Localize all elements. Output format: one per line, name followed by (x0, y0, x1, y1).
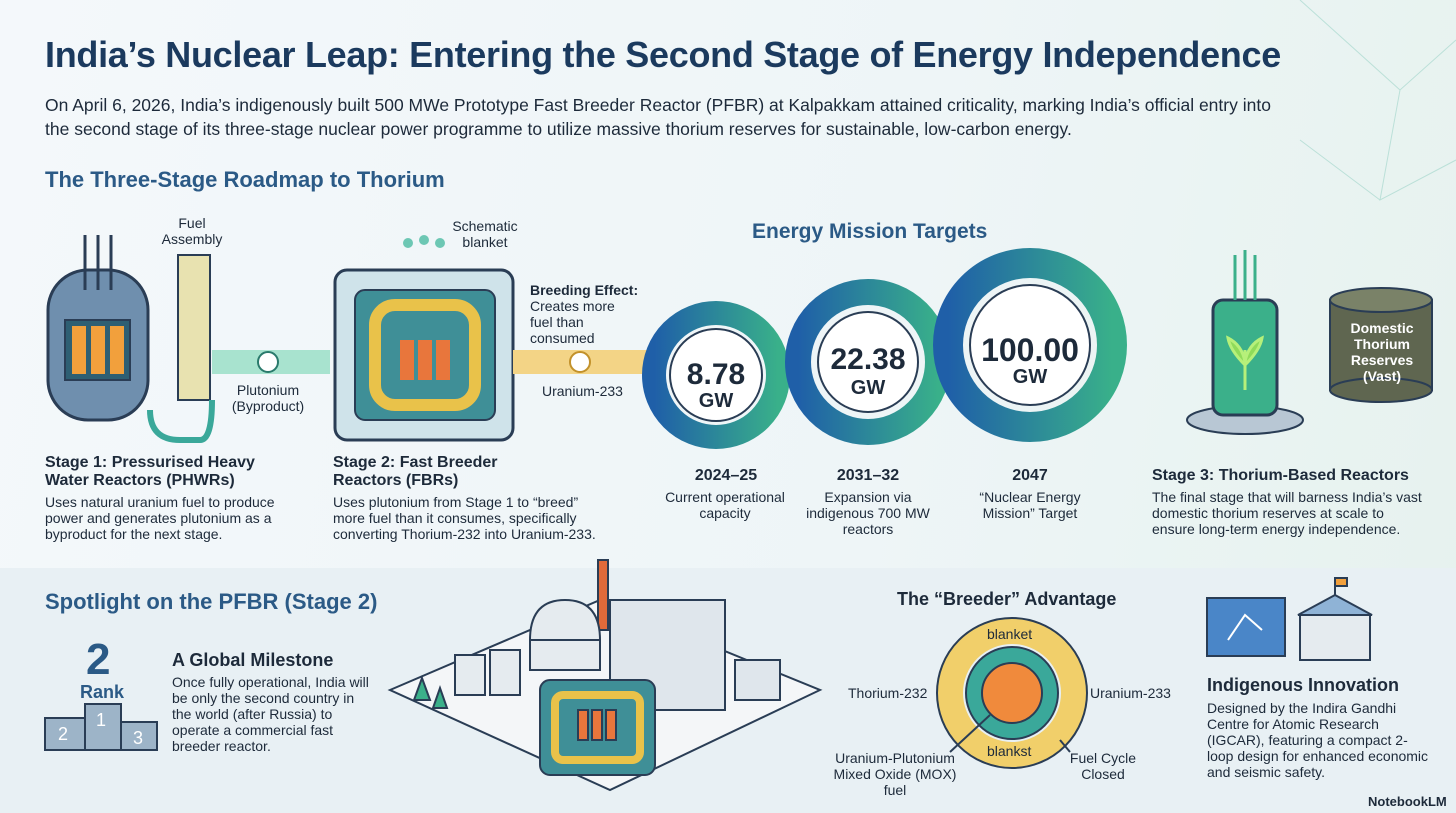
plant-illustration (387, 559, 823, 792)
rank-number: 2 (86, 635, 111, 684)
breeder-heading: The “Breeder” Advantage (897, 589, 1117, 609)
fuel-label: Fuel Assembly (161, 215, 223, 248)
blanket-top: blanket (987, 626, 1033, 642)
roadmap-heading: The Three-Stage Roadmap to Thorium (45, 167, 445, 192)
target-year: 2047 (1012, 467, 1048, 484)
podium (44, 703, 158, 751)
target-value: 8.78 (686, 358, 746, 391)
target-value: 22.38 (830, 343, 906, 376)
u233-label: Uranium-233 (542, 383, 623, 399)
intro: On April 6, 2026, India’s indigenously b… (45, 95, 1271, 139)
spotlight-heading: Spotlight on the PFBR (Stage 2) (45, 589, 378, 614)
u233-bottom-label: Uranium-233 (1090, 685, 1171, 701)
target-year: 2024–25 (694, 467, 758, 484)
podium-label: 1 (96, 710, 107, 730)
target-value: 100.00 (981, 332, 1079, 368)
stage3-reactor (1186, 250, 1433, 435)
target-unit: GW (1012, 366, 1048, 388)
stage3-title: Stage 3: Thorium-Based Reactors (1152, 467, 1409, 484)
innovation-title: Indigenous Innovation (1207, 675, 1399, 695)
innovation-text: Designed by the Indira Gandhi Centre for… (1207, 700, 1429, 781)
breeding-text: Creates more fuel than consumed (530, 298, 615, 347)
target-desc: “Nuclear Energy Mission” Target (979, 489, 1081, 522)
breeding-title: Breeding Effect: (530, 282, 639, 298)
innovation-icons (1206, 577, 1373, 661)
fuel-cycle-label: Fuel Cycle Closed (1069, 750, 1137, 783)
target-unit: GW (698, 390, 734, 412)
stage1-reactor (46, 235, 330, 443)
thorium-label: Thorium-232 (848, 685, 928, 701)
milestone-title: A Global Milestone (172, 650, 334, 670)
blanket-bottom: blankst (987, 743, 1032, 759)
stage2-reactor (333, 235, 648, 442)
rank-label: Rank (80, 682, 125, 702)
stage2-title: Stage 2: Fast Breeder Reactors (FBRs) (333, 454, 498, 490)
breeder-diagram (936, 617, 1088, 769)
title: India’s Nuclear Leap: Entering the Secon… (45, 34, 1281, 75)
stage2-desc: Uses plutonium from Stage 1 to “breed” m… (333, 494, 596, 543)
plutonium-label: Plutonium (Byproduct) (231, 382, 305, 415)
decor-lines (1299, 0, 1456, 201)
targets-heading: Energy Mission Targets (752, 220, 988, 243)
podium-label: 3 (133, 728, 144, 748)
mox-label: Uranium-Plutonium Mixed Oxide (MOX) fuel (833, 750, 957, 799)
target-desc: Current operational capacity (665, 489, 785, 522)
stage1-title: Stage 1: Pressurised Heavy Water Reactor… (45, 454, 255, 490)
brand: NotebookLM (1368, 794, 1447, 809)
target-desc: Expansion via indigenous 700 MW reactors (806, 489, 930, 538)
schematic-label: Schematic blanket (452, 218, 518, 251)
milestone-text: Once fully operational, India will be on… (172, 674, 369, 755)
target-unit: GW (850, 377, 886, 399)
podium-label: 2 (58, 724, 69, 744)
stage3-desc: The final stage that will barness India’… (1152, 489, 1422, 538)
stage1-desc: Uses natural uranium fuel to produce pow… (45, 494, 275, 543)
target-rings (642, 248, 1127, 449)
reserves-label: Domestic Thorium Reserves (Vast) (1350, 320, 1414, 385)
target-year: 2031–32 (836, 467, 900, 484)
